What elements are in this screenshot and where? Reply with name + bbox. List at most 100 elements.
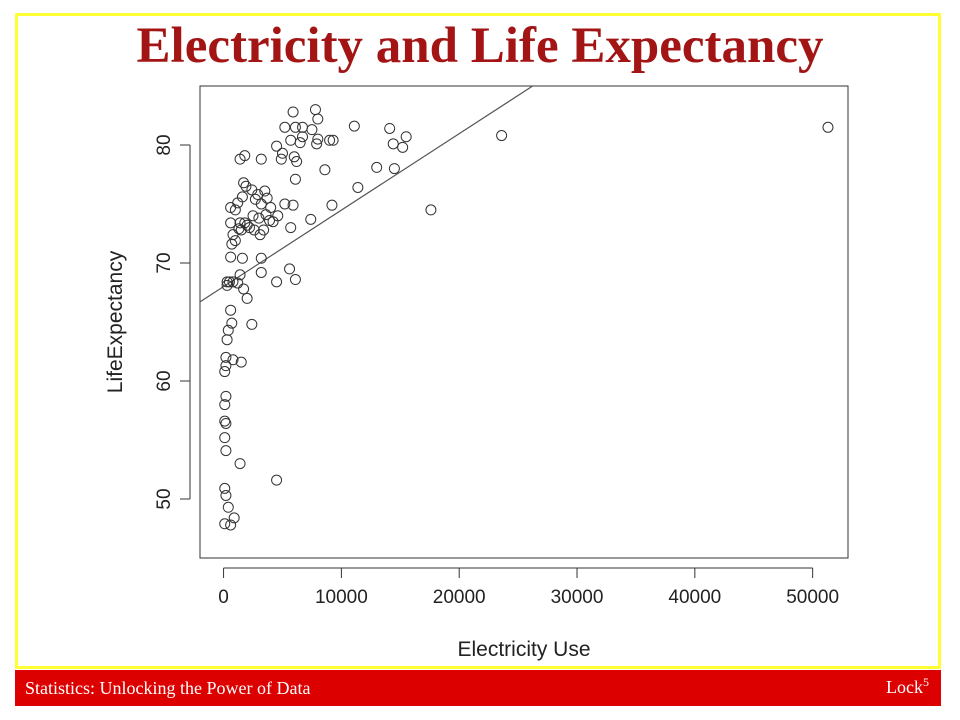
data-point [312,113,324,125]
regression-line [199,85,533,303]
data-point [240,180,252,192]
data-point [241,292,253,304]
data-point [261,192,273,204]
data-point [289,121,301,133]
y-tick-label: 60 [154,370,175,391]
plot-box [199,85,849,559]
data-point [387,138,399,150]
footer-author: Lock5 [886,675,929,698]
y-axis-label: LifeExpectancy [104,250,127,393]
data-point [327,134,339,146]
data-point [220,351,232,363]
data-point [229,204,241,216]
data-point [235,356,247,368]
data-point [279,121,291,133]
x-tick-label: 20000 [433,587,486,608]
data-point [221,279,233,291]
data-point [220,390,232,402]
data-point [289,274,301,286]
data-point [255,266,267,278]
data-point [260,209,272,221]
data-point [221,334,233,346]
data-point [227,229,239,241]
data-point [232,277,244,289]
data-point [309,104,321,116]
data-point [312,133,324,145]
data-point [236,252,248,264]
data-point [397,141,409,153]
data-point [271,276,283,288]
data-point [219,415,231,427]
data-point [371,161,383,173]
data-point [271,474,283,486]
data-point [220,445,232,457]
data-point [326,199,338,211]
data-point [234,153,246,165]
data-point [271,140,283,152]
data-point [226,238,238,250]
data-point [219,482,231,494]
data-point [297,121,309,133]
data-point [220,489,232,501]
data-point [234,458,246,470]
data-point [225,304,237,316]
data-point [289,173,301,185]
data-point [249,193,261,205]
y-tick-label: 80 [154,134,175,155]
points-layer [219,104,834,531]
data-point [220,417,232,429]
data-point [284,263,296,275]
data-point [219,432,231,444]
data-point [285,134,297,146]
data-point [258,224,270,236]
data-point [235,224,247,236]
data-point [275,153,287,165]
data-point [234,217,246,229]
data-point [352,181,364,193]
x-tick-label: 10000 [315,587,368,608]
footer-bar: Statistics: Unlocking the Power of Data … [15,670,941,706]
slide-frame [15,13,941,669]
data-point [225,251,237,263]
data-point [227,276,239,288]
data-point [238,283,250,295]
data-point [311,138,323,150]
data-point [219,366,231,378]
x-tick-label: 30000 [551,587,604,608]
data-point [291,156,303,168]
data-point [219,518,231,530]
data-point [348,120,360,132]
data-point [276,147,288,159]
data-point [259,185,271,197]
data-point [384,122,396,134]
regression-line-layer [199,85,533,303]
data-point [255,252,267,264]
data-point [226,317,238,329]
data-point [219,399,231,411]
data-point [294,137,306,149]
data-point [822,121,834,133]
data-point [425,204,437,216]
data-point [253,212,265,224]
footer-author-sup: 5 [923,675,929,689]
data-point [229,235,241,247]
footer-course-title: Statistics: Unlocking the Power of Data [25,678,311,698]
data-point [279,198,291,210]
y-axis: 50 60 70 80 [154,134,191,510]
data-point [228,512,240,524]
data-point [287,199,299,211]
data-point [319,164,331,176]
x-tick-label: 0 [218,587,229,608]
data-point [388,163,400,175]
data-point [225,217,237,229]
data-point [234,269,246,281]
data-point [246,318,258,330]
data-point [247,210,259,222]
data-point [220,360,232,372]
data-point [297,131,309,143]
x-tick-label: 50000 [786,587,839,608]
data-point [400,131,412,143]
data-point [255,153,267,165]
y-tick-label: 70 [154,252,175,273]
